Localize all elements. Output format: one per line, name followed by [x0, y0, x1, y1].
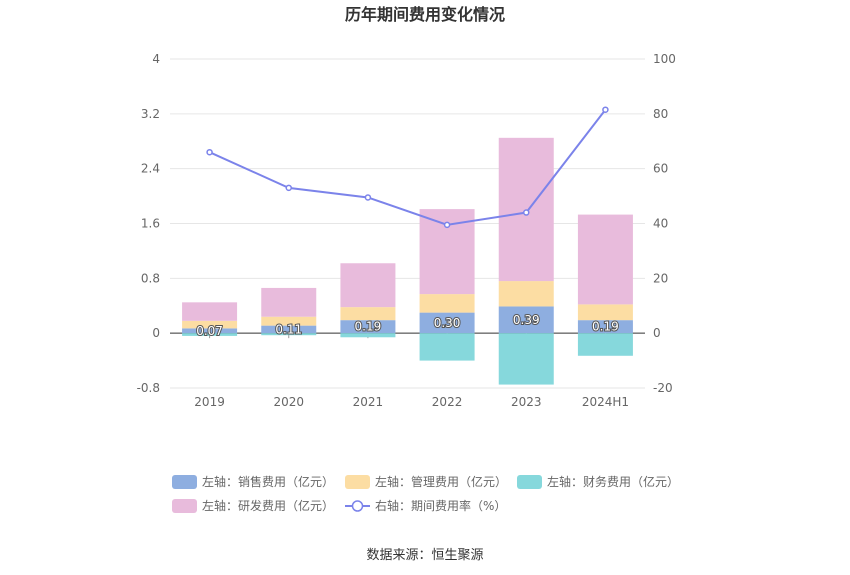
legend-label: 左轴：财务费用（亿元） — [547, 474, 679, 489]
legend: 左轴：销售费用（亿元） 左轴：管理费用（亿元） 左轴：财务费用（亿元） 左轴：研发费用… — [172, 474, 679, 513]
data-label: 0.07 — [196, 324, 223, 338]
legend-marker — [351, 500, 364, 512]
grid-lines — [170, 58, 645, 389]
right-tick-label: 20 — [653, 271, 668, 285]
legend-item[interactable]: 左轴：研发费用（亿元） — [172, 498, 334, 513]
legend-label: 左轴：研发费用（亿元） — [202, 498, 334, 513]
bar — [577, 304, 633, 321]
legend-label: 右轴：期间费用率（%） — [375, 498, 506, 513]
left-tick-label: 0 — [152, 326, 160, 340]
x-tick-label: 2020 — [273, 395, 304, 409]
legend-item[interactable]: 左轴：财务费用（亿元） — [517, 474, 679, 489]
bar — [261, 287, 317, 317]
left-tick-label: 0.8 — [141, 271, 160, 285]
bar — [419, 294, 475, 313]
legend-swatch — [172, 475, 197, 489]
bar — [182, 333, 238, 336]
bar — [577, 333, 633, 356]
bar — [340, 320, 396, 334]
bar — [182, 320, 238, 329]
right-tick-label: 100 — [653, 52, 676, 66]
left-tick-label: 1.6 — [141, 217, 160, 231]
rate-line — [206, 106, 609, 229]
left-tick-label: -0.8 — [137, 381, 160, 395]
bar — [261, 316, 317, 326]
right-tick-label: 0 — [653, 326, 661, 340]
rate-point — [285, 184, 292, 192]
bar — [182, 302, 238, 321]
data-label: 0.39 — [513, 313, 540, 327]
bar — [261, 325, 317, 334]
left-tick-label: 3.2 — [141, 107, 160, 121]
x-tick-label: 2024H1 — [582, 395, 629, 409]
data-labels: 0.07 0.11 0.19 0.30 0.39 0.19 — [195, 312, 620, 339]
x-tick-label: 2019 — [194, 395, 225, 409]
rate-point — [602, 106, 609, 113]
bar — [577, 320, 633, 334]
rate-point — [523, 209, 530, 216]
bar — [261, 333, 317, 336]
bar — [498, 306, 554, 334]
bars — [182, 137, 633, 385]
rate-point — [443, 221, 451, 229]
bar — [419, 312, 475, 334]
right-tick-label: 80 — [653, 107, 668, 121]
legend-swatch — [517, 475, 542, 489]
data-label: 0.19 — [592, 320, 619, 334]
rate-point — [364, 194, 372, 201]
axes: 4 3.2 2.4 1.6 0.8 0 -0.8 100 80 60 40 20 0 -20 2019 202… — [137, 52, 676, 409]
x-tick-label: 2022 — [432, 395, 463, 409]
bar — [340, 307, 396, 321]
legend-swatch — [345, 475, 370, 489]
bar — [577, 214, 633, 305]
left-tick-label: 2.4 — [141, 162, 160, 176]
source-note: 数据来源：恒生聚源 — [366, 548, 483, 563]
bar — [340, 263, 396, 308]
x-tick-label: 2023 — [511, 395, 542, 409]
chart-title: 历年期间费用变化情况 — [345, 5, 505, 24]
bar — [498, 333, 554, 385]
data-label: 0.30 — [434, 316, 461, 330]
legend-item[interactable]: 左轴：销售费用（亿元） — [172, 474, 334, 489]
bar — [419, 333, 475, 361]
left-tick-label: 4 — [152, 52, 160, 66]
rate-line-path — [209, 109, 607, 226]
legend-item[interactable]: 右轴：期间费用率（%） — [345, 498, 506, 513]
bar — [498, 281, 554, 307]
data-label: 0.11 — [275, 322, 302, 336]
right-tick-label: 40 — [653, 217, 668, 231]
legend-label: 左轴：管理费用（亿元） — [375, 474, 507, 489]
legend-item[interactable]: 左轴：管理费用（亿元） — [345, 474, 507, 489]
right-tick-label: -20 — [653, 381, 673, 395]
bar — [182, 328, 238, 334]
legend-swatch — [172, 499, 197, 513]
bar — [340, 333, 396, 338]
right-tick-label: 60 — [653, 162, 668, 176]
legend-label: 左轴：销售费用（亿元） — [202, 474, 334, 489]
data-label: 0.19 — [355, 320, 382, 334]
rate-point — [206, 148, 213, 156]
x-tick-label: 2021 — [353, 395, 384, 409]
